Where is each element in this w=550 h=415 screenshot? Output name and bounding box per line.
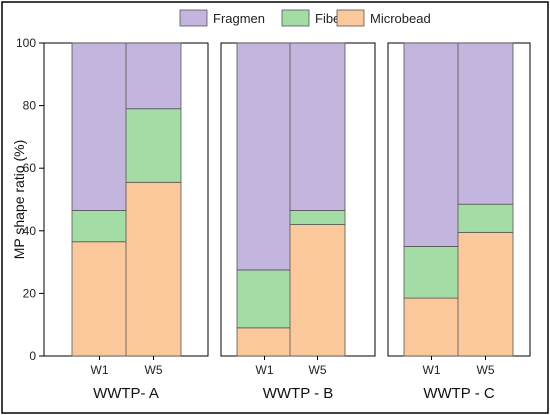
panel-label: WWTP - C [423, 385, 495, 402]
bar-segment-fragmen [125, 42, 182, 110]
y-axis-title: MP shape ratio (%) [11, 140, 27, 260]
x-tick-label: W1 [91, 363, 109, 377]
panel-label: WWTP - B [263, 385, 334, 402]
bar-segment-fiber [403, 246, 460, 299]
bar-segment-microbead [457, 231, 514, 357]
legend-label-microbead: Microbead [370, 11, 431, 26]
legend-swatch-microbead [336, 9, 365, 27]
bar-segment-microbead [236, 327, 293, 357]
bar-segment-fragmen [236, 42, 293, 271]
legend-swatch-fiber [281, 9, 310, 27]
y-tick-label: 100 [16, 36, 36, 50]
bar-segment-microbead [403, 297, 460, 357]
bar-segment-fiber [236, 269, 293, 329]
bar-segment-fragmen [403, 42, 460, 247]
x-tick-label: W5 [477, 363, 495, 377]
bar-segment-fiber [71, 210, 128, 243]
bar-segment-fragmen [71, 42, 128, 211]
bar-segment-microbead [71, 241, 128, 357]
x-tick-label: W5 [309, 363, 327, 377]
bar-segment-fiber [125, 108, 182, 183]
bar-segment-microbead [289, 224, 346, 357]
x-tick-label: W1 [423, 363, 441, 377]
legend-label-fragmen: Fragmen [213, 11, 265, 26]
panel-label: WWTP- A [93, 385, 159, 402]
bar-segment-fiber [289, 210, 346, 225]
x-tick-label: W5 [145, 363, 163, 377]
y-tick-label: 60 [23, 161, 37, 175]
y-tick-label: 40 [23, 224, 37, 238]
bar-segment-fragmen [457, 42, 514, 205]
legend-swatch-fragmen [179, 9, 208, 27]
bar-segment-fiber [457, 203, 514, 233]
bar-segment-microbead [125, 181, 182, 357]
x-tick-label: W1 [256, 363, 274, 377]
y-tick-label: 0 [29, 349, 36, 363]
y-tick-label: 20 [23, 286, 37, 300]
y-tick-label: 80 [23, 99, 37, 113]
bar-segment-fragmen [289, 42, 346, 211]
